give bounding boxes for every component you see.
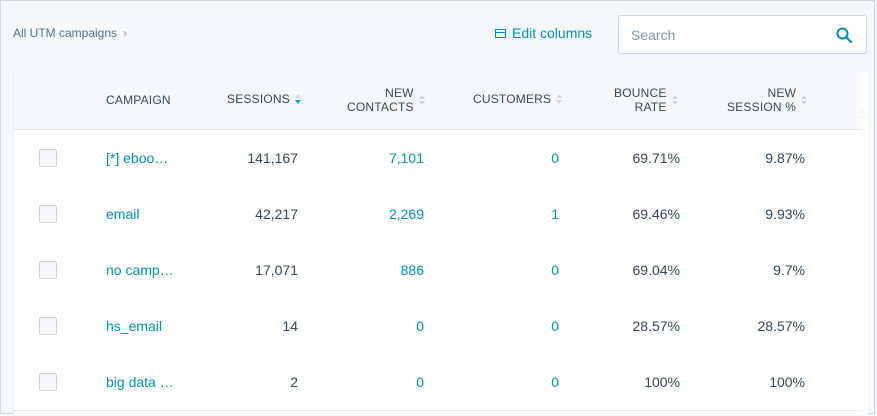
header-sessions[interactable]: SESSIONS [227, 92, 301, 106]
scroll-fade [854, 71, 868, 415]
new-contacts-link[interactable]: 0 [416, 374, 424, 390]
new-contacts-link[interactable]: 2,269 [388, 206, 424, 222]
table-row: hs_email 14 0 0 28.57% 28.57% [14, 298, 868, 355]
customers-link[interactable]: 0 [551, 374, 559, 390]
customers-link[interactable]: 0 [551, 318, 559, 334]
new-session-pct-cell: 28.57% [757, 318, 805, 334]
header-new-session-pct[interactable]: NEW SESSION % [727, 86, 808, 114]
sessions-cell: 14 [282, 318, 298, 334]
sessions-cell: 17,071 [255, 262, 298, 278]
new-session-pct-cell: 9.87% [765, 150, 805, 166]
header-customers-label: CUSTOMERS [473, 92, 552, 106]
row-checkbox[interactable] [39, 373, 57, 391]
header-campaign[interactable]: CAMPAIGN [106, 93, 171, 107]
campaign-link[interactable]: big data … [106, 374, 174, 390]
row-checkbox[interactable] [39, 205, 57, 223]
table-header: CAMPAIGN SESSIONS NEW CONTACTS CUSTOMERS … [14, 71, 868, 130]
search-box[interactable] [618, 15, 867, 54]
search-icon[interactable] [836, 27, 852, 43]
bounce-rate-cell: 100% [644, 374, 680, 390]
header-bounce-rate[interactable]: BOUNCE RATE [614, 86, 678, 114]
campaigns-table: CAMPAIGN SESSIONS NEW CONTACTS CUSTOMERS … [13, 71, 868, 415]
row-checkbox[interactable] [39, 261, 57, 279]
row-checkbox[interactable] [39, 149, 57, 167]
sort-icon[interactable] [556, 94, 563, 104]
bounce-rate-cell: 28.57% [632, 318, 680, 334]
customers-link[interactable]: 0 [551, 150, 559, 166]
sessions-cell: 2 [290, 374, 298, 390]
edit-columns-button[interactable]: Edit columns [495, 25, 592, 41]
bounce-rate-cell: 69.04% [632, 262, 680, 278]
header-bounce-rate-label: BOUNCE RATE [614, 86, 667, 114]
header-new-contacts[interactable]: NEW CONTACTS [347, 86, 425, 114]
sort-icon[interactable] [671, 95, 678, 105]
columns-icon [495, 28, 506, 38]
header-customers[interactable]: CUSTOMERS [473, 92, 563, 106]
header-new-contacts-label: NEW CONTACTS [347, 86, 414, 114]
row-checkbox[interactable] [39, 317, 57, 335]
customers-link[interactable]: 1 [551, 206, 559, 222]
customers-link[interactable]: 0 [551, 262, 559, 278]
sessions-cell: 42,217 [255, 206, 298, 222]
campaign-link[interactable]: email [106, 206, 140, 222]
new-session-pct-cell: 9.93% [765, 206, 805, 222]
sort-icon[interactable] [294, 94, 301, 104]
header-campaign-label: CAMPAIGN [106, 93, 171, 107]
bounce-rate-cell: 69.46% [632, 206, 680, 222]
campaign-link[interactable]: no camp… [106, 262, 174, 278]
new-contacts-link[interactable]: 7,101 [388, 150, 424, 166]
new-contacts-link[interactable]: 0 [416, 318, 424, 334]
search-input[interactable] [629, 26, 833, 44]
bounce-rate-cell: 69.71% [632, 150, 680, 166]
header-new-session-pct-label: NEW SESSION % [727, 86, 797, 114]
sessions-cell: 141,167 [247, 150, 298, 166]
breadcrumb[interactable]: All UTM campaigns › [13, 26, 127, 40]
breadcrumb-label[interactable]: All UTM campaigns [13, 26, 118, 40]
edit-columns-label: Edit columns [512, 25, 593, 41]
table-row: email 42,217 2,269 1 69.46% 9.93% [14, 186, 868, 243]
table-row: [*] eboo… 141,167 7,101 0 69.71% 9.87% [14, 130, 868, 187]
header-sessions-label: SESSIONS [227, 92, 290, 106]
table-row: no camp… 17,071 886 0 69.04% 9.7% [14, 242, 868, 299]
campaign-link[interactable]: hs_email [106, 318, 163, 334]
new-contacts-link[interactable]: 886 [400, 262, 424, 278]
sort-icon[interactable] [801, 95, 808, 105]
chevron-right-icon: › [123, 26, 128, 40]
new-session-pct-cell: 100% [769, 374, 805, 390]
sort-icon[interactable] [418, 95, 425, 105]
table-row: big data … 2 0 0 100% 100% [14, 354, 868, 411]
new-session-pct-cell: 9.7% [773, 262, 805, 278]
campaign-link[interactable]: [*] eboo… [106, 150, 169, 166]
